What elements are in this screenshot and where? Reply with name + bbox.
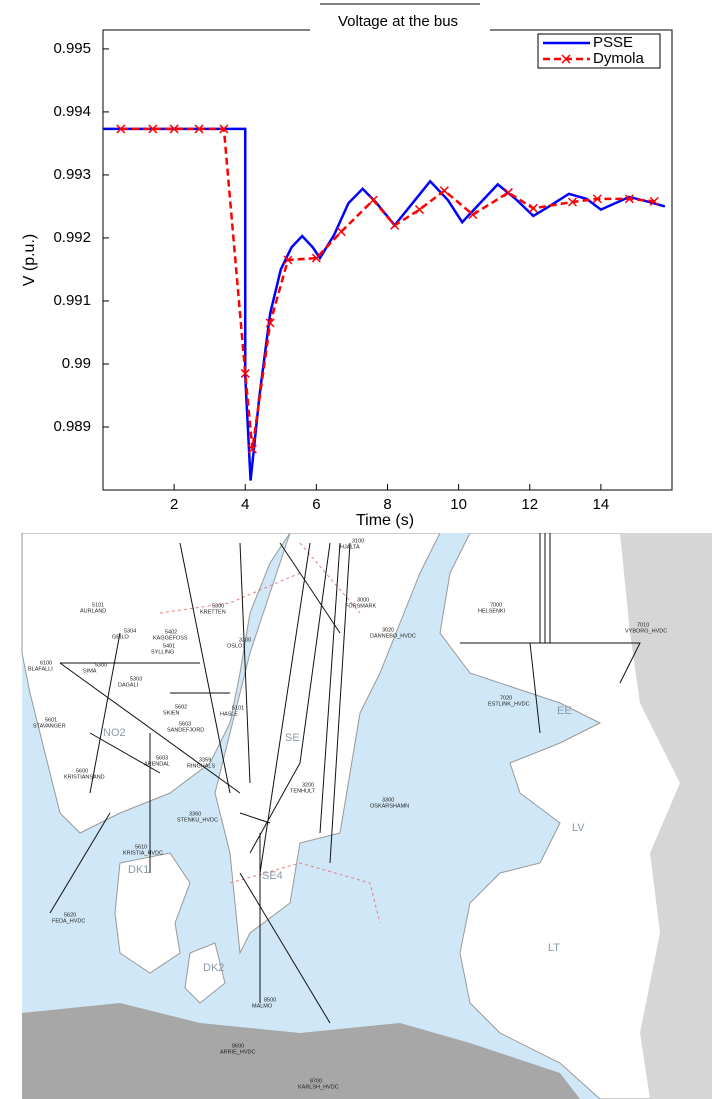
bus-name: KRISTIA_HVDC [123, 850, 163, 856]
page: {"chart_data": {"type": "line", "title":… [0, 0, 712, 1099]
bus-name: MALMO [252, 1003, 273, 1009]
bus-name: SANDEFJORD [167, 727, 204, 733]
region-label: NO2 [103, 727, 126, 739]
bus-name: FEDA_HVDC [52, 918, 85, 924]
region-label: SE4 [262, 870, 283, 882]
x-tick-label: 14 [593, 496, 610, 513]
legend-label: PSSE [593, 34, 633, 51]
x-tick-label: 2 [170, 496, 178, 513]
chart-title: Voltage at the bus [338, 13, 458, 30]
bus-name: KARLSH_HVDC [298, 1084, 339, 1090]
bus-name: FORSMARK [345, 603, 377, 609]
region-label: DK2 [203, 962, 224, 974]
bus-name: SIMA [83, 668, 97, 674]
region-label: EE [557, 705, 572, 717]
bus-number: 5300 [95, 662, 107, 668]
bus-name: BLAFALLI [28, 666, 53, 672]
y-tick-label: 0.991 [53, 292, 91, 309]
bus-name: HELSENKI [478, 608, 506, 614]
y-tick-label: 0.992 [53, 229, 91, 246]
bus-name: TENHULT [290, 788, 316, 794]
y-axis-label: V (p.u.) [21, 234, 38, 286]
bus-name: STAVANGER [33, 723, 66, 729]
x-axis-label: Time (s) [356, 512, 414, 529]
bus-name: RINGHALS [187, 763, 215, 769]
bus-name: ARENDAL [144, 761, 170, 767]
bus-name: AURLAND [80, 608, 106, 614]
bus-name: ESTLINK_HVDC [488, 701, 530, 707]
bus-name: VYBORG_HVDC [625, 628, 667, 634]
bus-name: GEILO [112, 634, 130, 640]
x-tick-label: 10 [450, 496, 467, 513]
bus-name: HJALTA [340, 544, 360, 550]
bus-name: ARRIE_HVDC [220, 1049, 255, 1055]
y-tick-label: 0.994 [53, 103, 91, 120]
bus-name: OSKARSHAMN [370, 803, 409, 809]
x-tick-label: 12 [521, 496, 538, 513]
bus-name: HASLE [220, 711, 238, 717]
bus-name: KAGGEFOSS [153, 635, 188, 641]
region-label: LV [572, 822, 585, 834]
y-tick-label: 0.989 [53, 418, 91, 435]
bus-name: OSLO1 [227, 643, 245, 649]
bus-name: DANNEBO_HVDC [370, 633, 416, 639]
bus-name: KRISTIANSAND [64, 774, 105, 780]
x-tick-label: 6 [312, 496, 320, 513]
y-tick-label: 0.99 [62, 355, 91, 372]
bus-name: DAGALI [118, 682, 139, 688]
bus-name: SYLLING [151, 649, 174, 655]
y-tick-label: 0.995 [53, 40, 91, 57]
bus-name: STENKU_HVDC [177, 817, 218, 823]
map: 3100HJALTA3000FORSMARK3020DANNEBO_HVDC70… [0, 533, 712, 1099]
region-label: DK1 [128, 864, 149, 876]
x-tick-label: 8 [383, 496, 391, 513]
x-tick-label: 4 [241, 496, 249, 513]
region-label: SE [285, 732, 300, 744]
chart: Voltage at the bus Time (s) V (p.u.) 0.9… [0, 0, 712, 533]
region-label: LT [548, 942, 560, 954]
y-tick-label: 0.993 [53, 166, 91, 183]
bus-name: SKIEN [163, 710, 180, 716]
legend-label: Dymola [593, 50, 645, 67]
plot-frame [103, 30, 672, 490]
bus-name: KRETTEN [200, 609, 226, 615]
